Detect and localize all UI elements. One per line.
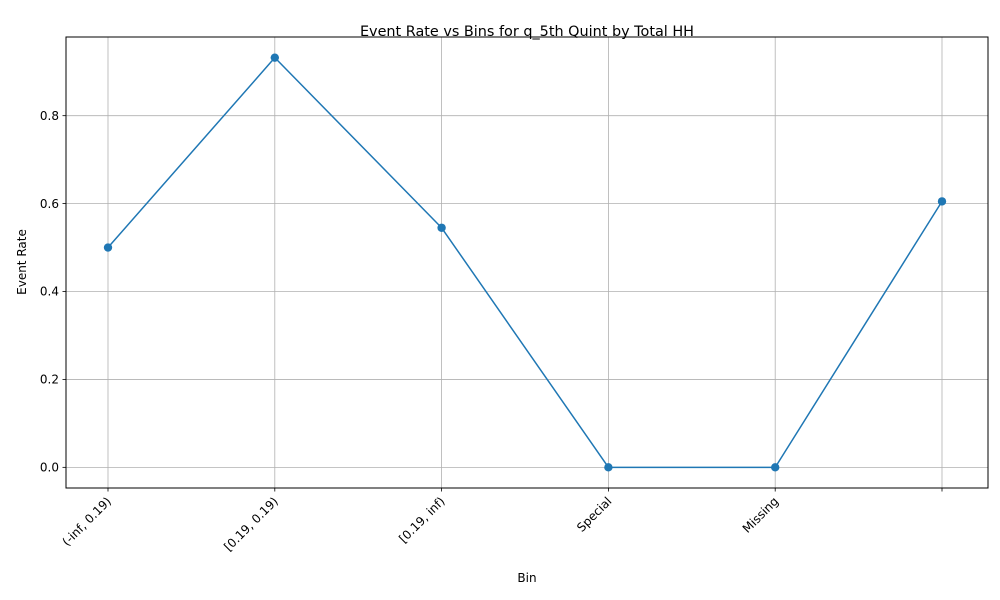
x-axis-label: Bin bbox=[517, 571, 536, 585]
series-line bbox=[107, 56, 943, 469]
y-tick-label: 0.0 bbox=[40, 461, 59, 475]
x-tick-label: [0.19, inf) bbox=[396, 494, 448, 546]
data-point bbox=[937, 197, 947, 206]
data-point bbox=[604, 463, 613, 472]
grid bbox=[66, 37, 988, 488]
y-tick-label: 0.6 bbox=[40, 197, 59, 211]
x-tick-label: (-inf, 0.19) bbox=[60, 494, 115, 549]
y-tick-label: 0.4 bbox=[40, 285, 59, 299]
y-axis-label: Event Rate bbox=[15, 229, 29, 295]
y-tick-label: 0.2 bbox=[40, 373, 59, 387]
data-point bbox=[270, 53, 279, 62]
plot-frame bbox=[65, 36, 989, 489]
data-point bbox=[437, 223, 446, 232]
x-tick-label: Special bbox=[574, 494, 614, 534]
series bbox=[103, 53, 947, 472]
y-axis-ticks: 0.0 0.2 0.4 0.6 0.8 bbox=[40, 109, 66, 475]
data-point bbox=[771, 463, 780, 472]
x-tick-label: Missing bbox=[740, 494, 782, 536]
x-tick-label: [0.19, 0.19) bbox=[221, 494, 281, 554]
y-tick-label: 0.8 bbox=[40, 109, 59, 123]
x-axis-ticks: (-inf, 0.19) [0.19, 0.19) [0.19, inf) Speci… bbox=[60, 488, 943, 554]
data-point bbox=[103, 243, 113, 252]
chart-title: Event Rate vs Bins for q_5th Quint by To… bbox=[360, 24, 694, 40]
